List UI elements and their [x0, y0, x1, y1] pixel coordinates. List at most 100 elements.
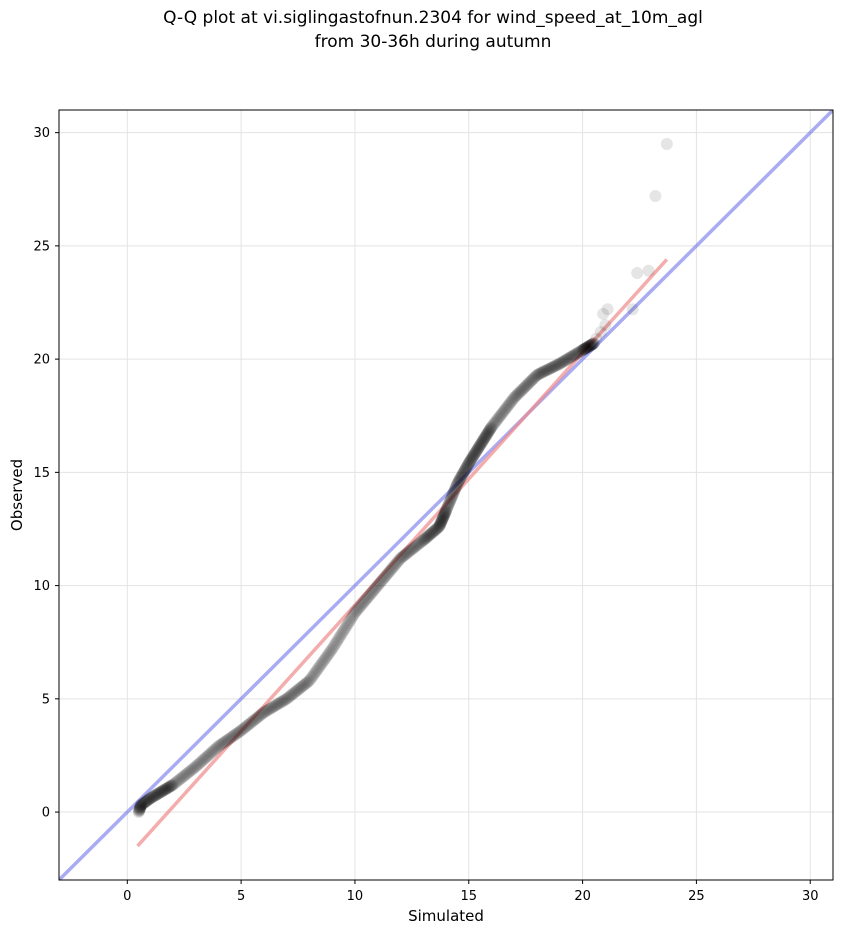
- qq-point: [154, 786, 167, 799]
- qq-point: [548, 360, 561, 373]
- qq-point: [584, 339, 597, 352]
- qq-point: [460, 460, 473, 473]
- qq-point: [234, 725, 247, 738]
- qq-point: [134, 799, 147, 812]
- x-tick-label: 10: [347, 889, 364, 904]
- qq-point: [463, 455, 476, 468]
- qq-point: [155, 785, 168, 798]
- qq-point: [167, 778, 180, 791]
- qq-point: [451, 477, 464, 490]
- qq-point: [578, 342, 591, 355]
- qq-point: [310, 664, 323, 677]
- qq-point: [399, 548, 412, 561]
- qq-point: [379, 569, 392, 582]
- qq-point: [535, 366, 548, 379]
- qq-point: [325, 644, 338, 657]
- qq-point: [245, 716, 258, 729]
- qq-point: [336, 626, 349, 639]
- qq-point: [192, 757, 205, 770]
- qq-point: [205, 746, 218, 759]
- qq-point: [464, 454, 477, 467]
- qq-point: [216, 737, 229, 750]
- qq-point: [400, 547, 413, 560]
- qq-point: [357, 596, 370, 609]
- reference-lines: [59, 110, 833, 880]
- qq-point: [425, 527, 438, 540]
- qq-point: [146, 791, 159, 804]
- qq-point: [361, 592, 374, 605]
- qq-point: [223, 732, 236, 745]
- qq-point: [246, 715, 259, 728]
- qq-point: [278, 694, 291, 707]
- qq-point: [626, 303, 639, 316]
- qq-point: [490, 414, 503, 427]
- qq-point: [221, 733, 234, 746]
- qq-point: [240, 720, 253, 733]
- qq-point: [405, 543, 418, 556]
- qq-point: [174, 772, 187, 785]
- qq-point: [253, 709, 266, 722]
- qq-point: [299, 678, 312, 691]
- qq-point: [255, 708, 268, 721]
- qq-point: [436, 512, 449, 525]
- qq-point: [165, 779, 178, 792]
- qq-point: [451, 478, 464, 491]
- qq-point: [631, 267, 644, 280]
- qq-point: [231, 726, 244, 739]
- qq-point: [335, 628, 348, 641]
- qq-point: [570, 347, 583, 360]
- qq-point: [549, 359, 562, 372]
- qq-point: [132, 805, 145, 818]
- qq-point: [474, 438, 487, 451]
- qq-point: [289, 685, 302, 698]
- qq-point: [173, 773, 186, 786]
- qq-point: [134, 801, 147, 814]
- qq-point: [323, 647, 336, 660]
- qq-point: [134, 800, 147, 813]
- qq-point: [215, 738, 228, 751]
- qq-point: [558, 354, 571, 367]
- qq-point: [142, 793, 155, 806]
- qq-point: [480, 428, 493, 441]
- qq-point: [324, 645, 337, 658]
- qq-point: [319, 651, 332, 664]
- qq-point: [265, 701, 278, 714]
- qq-point: [477, 434, 490, 447]
- qq-point: [584, 339, 597, 352]
- qq-point: [522, 377, 535, 390]
- qq-point: [350, 605, 363, 618]
- y-tick-label: 15: [33, 466, 50, 481]
- qq-point: [412, 538, 425, 551]
- qq-point: [461, 459, 474, 472]
- qq-point: [140, 794, 153, 807]
- qq-point: [419, 532, 432, 545]
- qq-point: [418, 533, 431, 546]
- qq-point: [520, 379, 533, 392]
- qq-point: [408, 540, 421, 553]
- qq-point: [134, 802, 147, 815]
- qq-point: [261, 704, 274, 717]
- qq-point: [492, 411, 505, 424]
- qq-point: [136, 797, 149, 810]
- qq-point: [498, 403, 511, 416]
- qq-point: [485, 420, 498, 433]
- qq-point: [249, 712, 262, 725]
- qq-point: [160, 782, 173, 795]
- qq-point: [540, 364, 553, 377]
- qq-point: [478, 432, 491, 445]
- qq-point: [327, 640, 340, 653]
- qq-point: [338, 622, 351, 635]
- qq-point: [440, 504, 453, 517]
- qq-point: [144, 792, 157, 805]
- qq-point: [481, 427, 494, 440]
- qq-point: [514, 385, 527, 398]
- qq-point: [435, 514, 448, 527]
- x-tick-label: 25: [688, 889, 705, 904]
- qq-point: [280, 692, 293, 705]
- qq-point: [368, 583, 381, 596]
- qq-point: [434, 517, 447, 530]
- qq-point: [501, 399, 514, 412]
- qq-point: [465, 453, 478, 466]
- qq-point: [346, 610, 359, 623]
- qq-point: [575, 344, 588, 357]
